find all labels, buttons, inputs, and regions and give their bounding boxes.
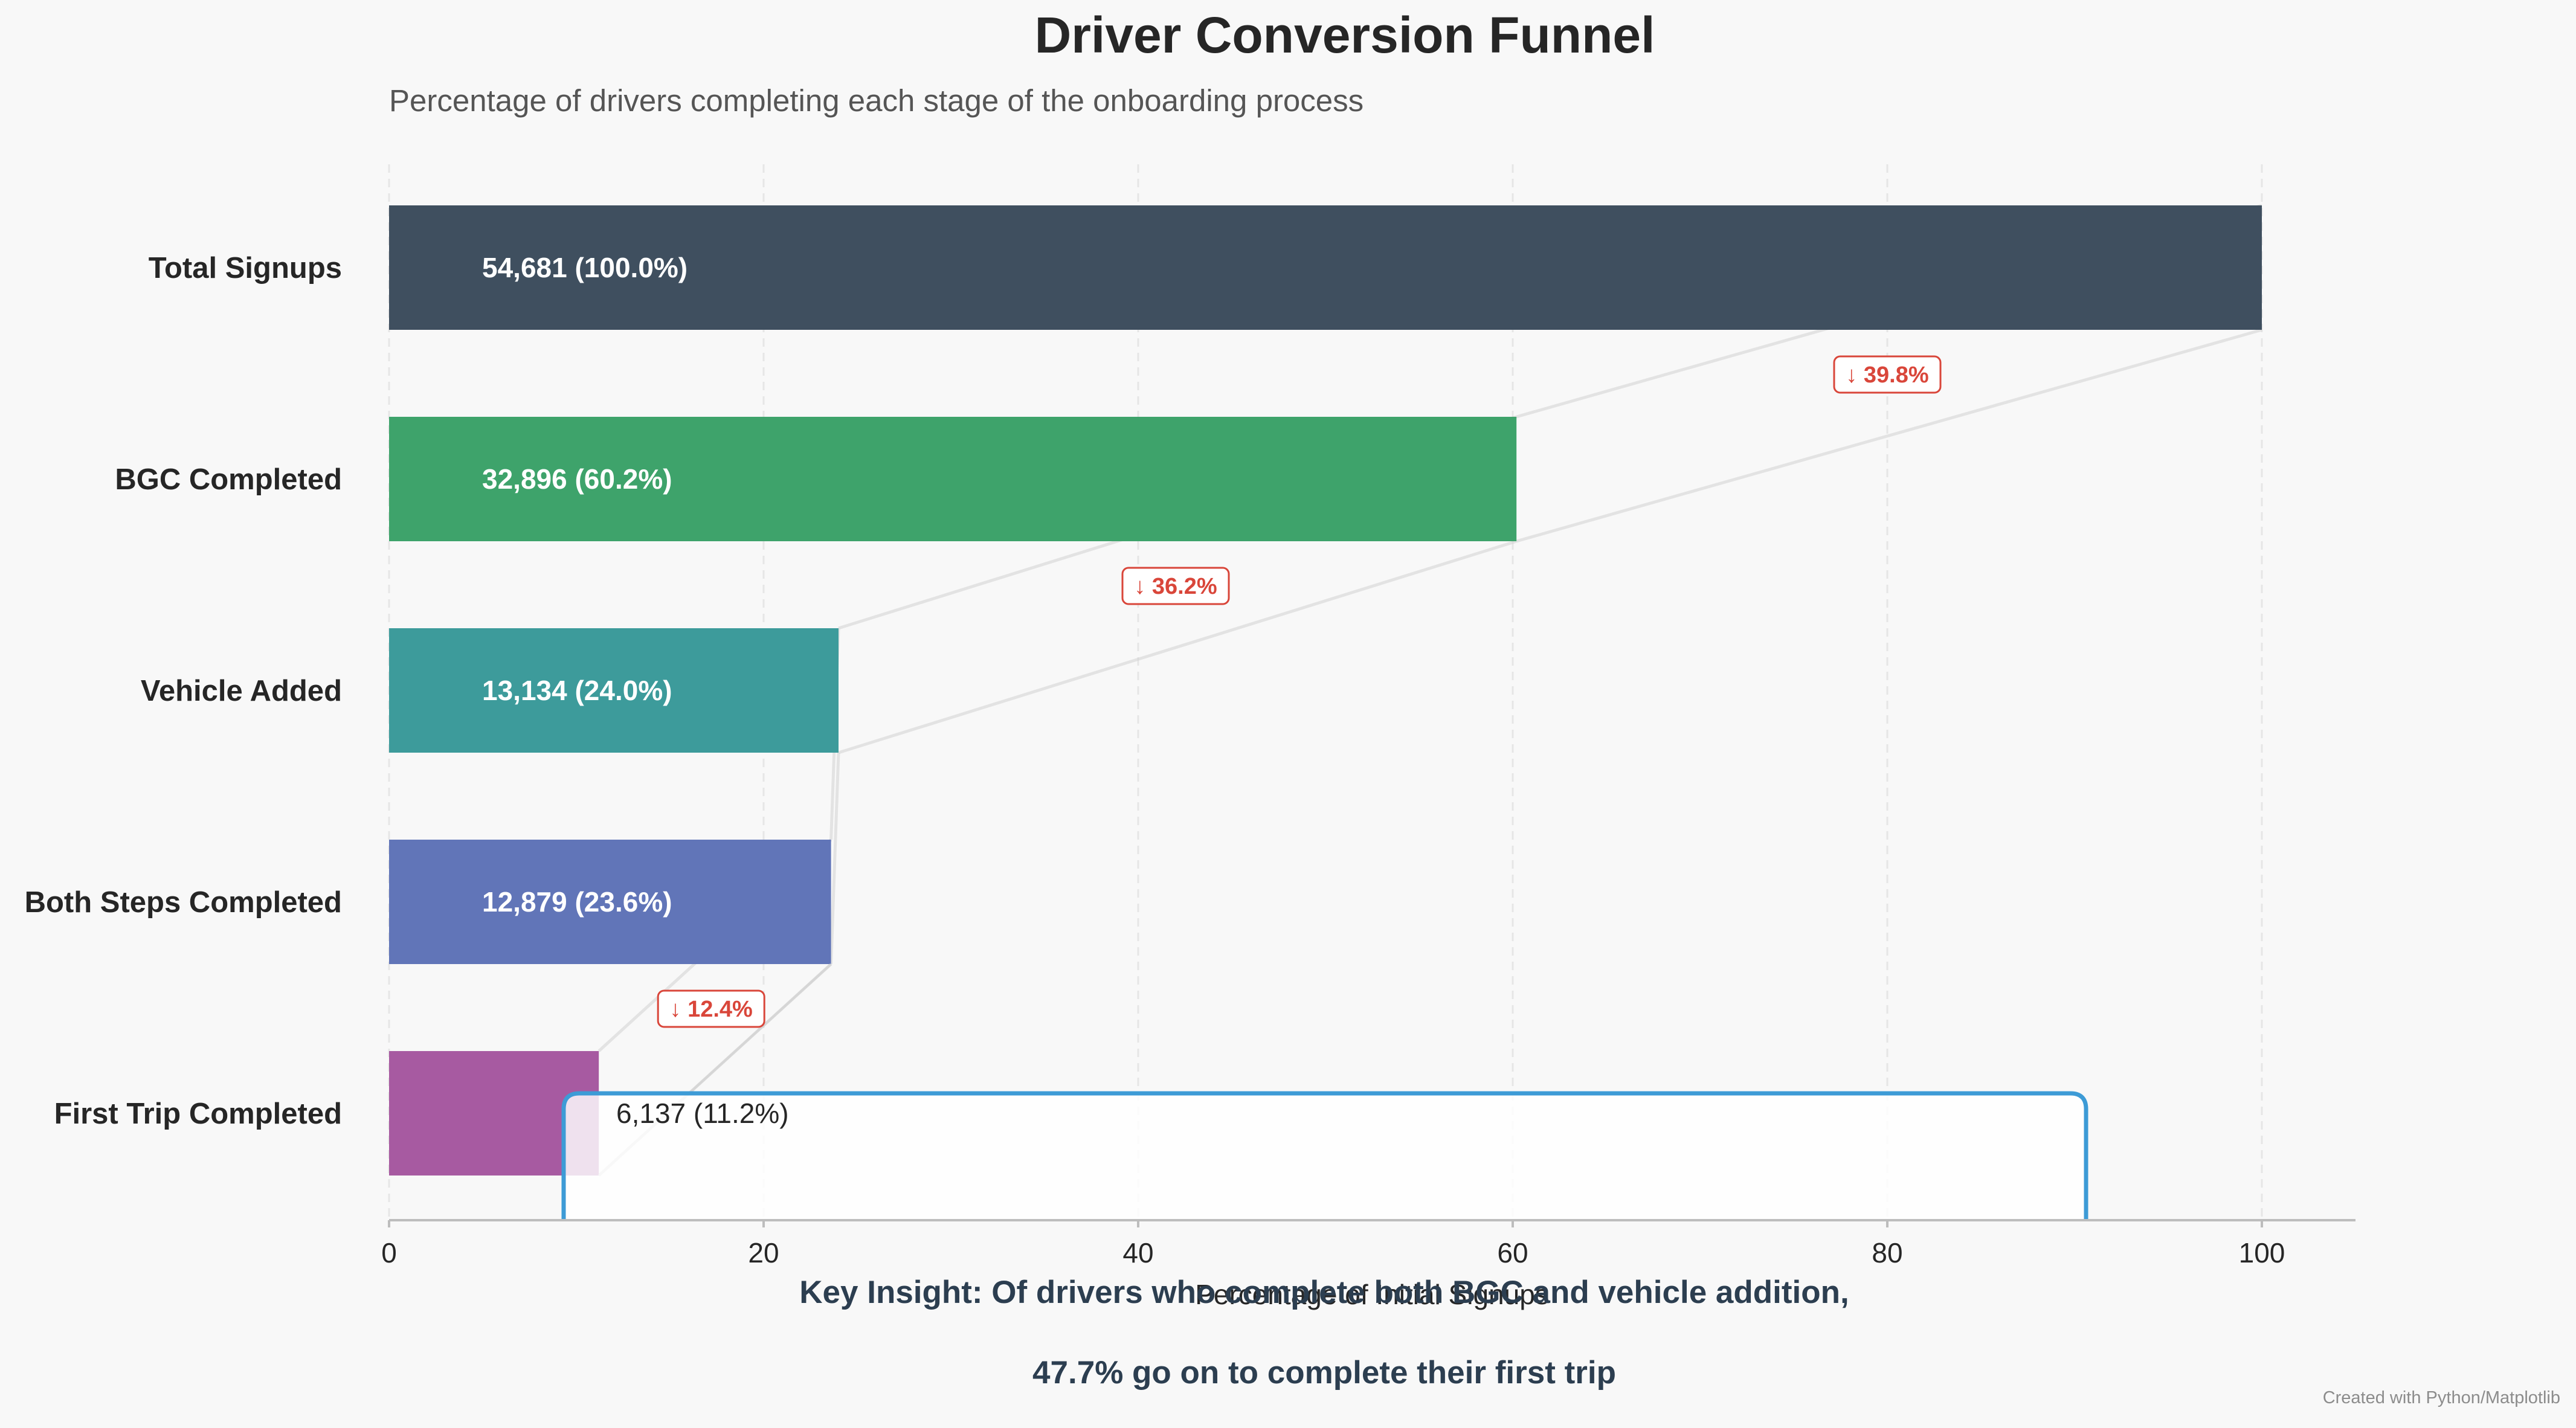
value-label-1: 32,896 (60.2%) — [482, 463, 672, 495]
bars — [389, 205, 2262, 1177]
drop-label-2: ↓ 12.4% — [670, 997, 753, 1022]
highlight-box — [561, 1091, 2088, 1220]
category-label-2: Vehicle Added — [141, 675, 342, 707]
x-tick-label-80: 80 — [1872, 1237, 1902, 1269]
chart-title: Driver Conversion Funnel — [1035, 7, 1655, 63]
category-labels: Total Signups BGC Completed Vehicle Added B… — [25, 252, 342, 1130]
connector-bottom-0 — [1516, 328, 2262, 543]
bar-vehicle-added — [389, 628, 839, 753]
value-label-0: 54,681 (100.0%) — [482, 252, 687, 283]
drop-label-1: ↓ 36.2% — [1134, 574, 1217, 599]
x-axis: 0 20 40 60 80 100 — [381, 1219, 2355, 1269]
value-label-2: 13,134 (24.0%) — [482, 675, 672, 706]
insight-line-2: 47.7% go on to complete their first trip — [1032, 1355, 1616, 1391]
connector-bottom-2 — [829, 752, 840, 965]
value-label-4: 6,137 (11.2%) — [616, 1098, 789, 1129]
bar-both-steps-completed — [389, 840, 831, 964]
drop-badge-0 — [1833, 355, 1942, 394]
connector-bottom-1 — [838, 539, 1517, 754]
x-tick-label-0: 0 — [381, 1237, 397, 1269]
drop-label-0: ↓ 39.8% — [1846, 362, 1928, 388]
chart-subtitle: Percentage of drivers completing each st… — [389, 83, 1364, 118]
category-label-4: First Trip Completed — [54, 1098, 342, 1130]
drop-annotations: ↓ 39.8% ↓ 36.2% ↓ 12.4% — [657, 355, 1942, 1028]
x-tick-label-100: 100 — [2239, 1237, 2285, 1269]
drop-badge-1 — [1121, 567, 1230, 605]
x-tick-label-60: 60 — [1497, 1237, 1528, 1269]
category-label-3: Both Steps Completed — [25, 886, 342, 919]
category-label-0: Total Signups — [149, 252, 342, 285]
bar-total-signups — [389, 205, 2262, 330]
value-labels: 54,681 (100.0%) 32,896 (60.2%) 13,134 (24.… — [482, 252, 789, 1129]
highlight-box-layer — [561, 1091, 2088, 1220]
x-axis-label: Percentage of Initial Signups — [1195, 1279, 1549, 1310]
category-label-1: BGC Completed — [115, 463, 342, 496]
highlight-box-fill — [564, 1093, 2086, 1220]
x-tick-label-40: 40 — [1122, 1237, 1153, 1269]
bar-bgc-completed — [389, 417, 1517, 541]
value-label-3: 12,879 (23.6%) — [482, 886, 672, 918]
insight-line-1: Key Insight: Of drivers who complete bot… — [799, 1275, 1849, 1310]
credit-text: Created with Python/Matplotlib — [2323, 1388, 2560, 1407]
drop-badge-2 — [657, 989, 765, 1028]
x-tick-label-20: 20 — [748, 1237, 779, 1269]
